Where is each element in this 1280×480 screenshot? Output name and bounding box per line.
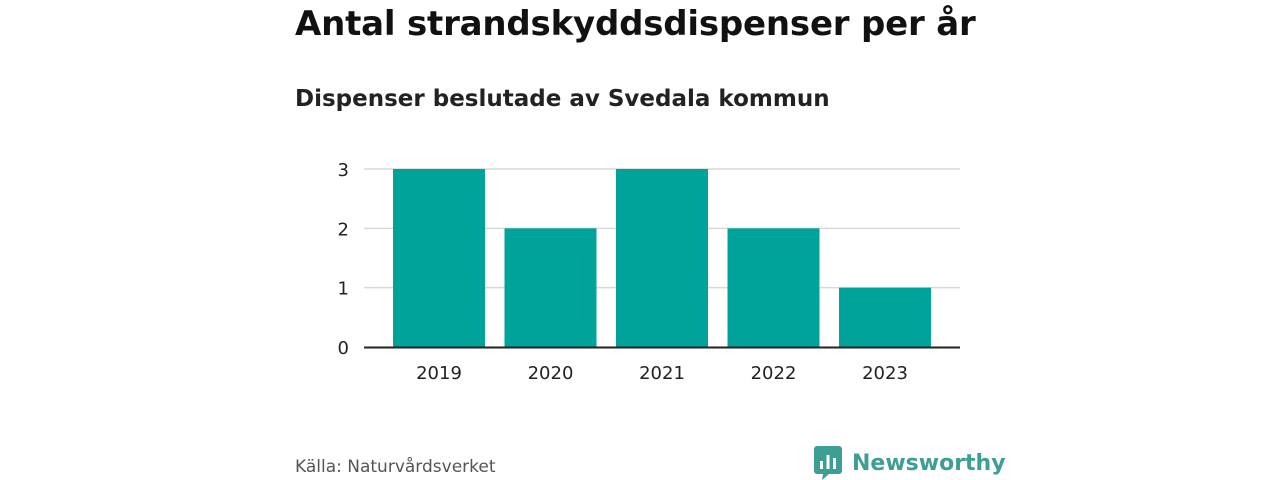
source-note: Källa: Naturvårdsverket [295,457,496,477]
y-tick-label: 3 [338,160,349,181]
bar-2023 [839,287,931,347]
x-axis-ticks: 2019 2020 2021 2022 2023 [416,363,908,384]
brand-name: Newsworthy [852,450,1006,476]
brand-logo: Newsworthy [814,446,1006,480]
chart-subtitle: Dispenser beslutade av Svedala kommun [295,86,830,112]
y-axis-ticks: 0 1 2 3 [338,160,349,359]
y-tick-label: 1 [338,279,349,300]
x-tick-label: 2023 [862,363,908,384]
y-tick-label: 2 [338,219,349,240]
bar-2022 [727,228,820,347]
y-tick-label: 0 [338,338,349,359]
x-tick-label: 2019 [416,363,462,384]
x-tick-label: 2020 [528,363,574,384]
x-tick-label: 2022 [751,363,797,384]
bars [393,169,931,347]
chart-title: Antal strandskyddsdispenser per år [295,4,976,44]
bar-chart-speech-bubble-icon [814,446,842,480]
bar-2020 [504,228,597,347]
bar-2021 [616,169,708,347]
bar-2019 [393,169,485,347]
x-tick-label: 2021 [639,363,685,384]
